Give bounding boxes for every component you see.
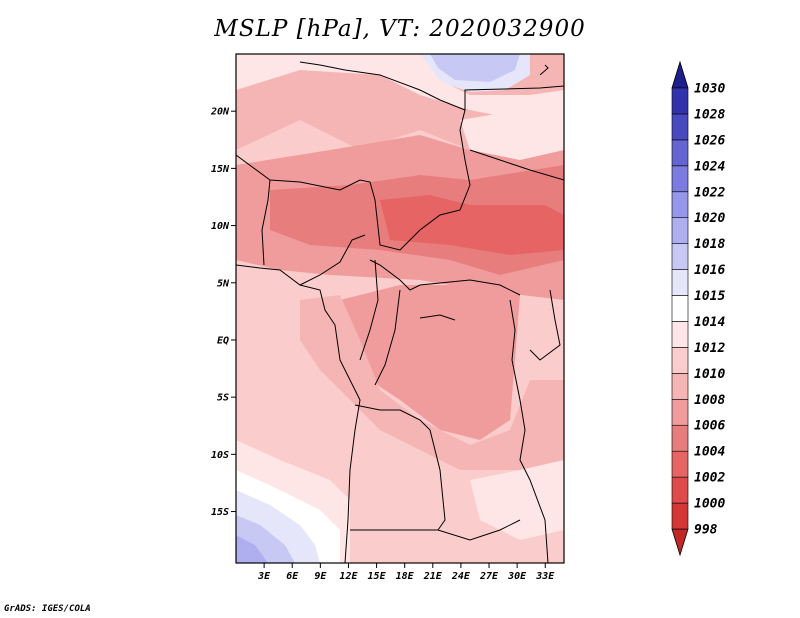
y-tick-label: 15S — [211, 507, 229, 518]
colorbar-swatch — [671, 113, 689, 141]
border-east-africa — [509, 299, 549, 563]
colorbar-level-label: 1026 — [694, 133, 725, 148]
river-congo — [419, 314, 456, 321]
colorbar-level-label: 1014 — [694, 315, 725, 330]
y-tick-label: 15N — [211, 164, 230, 175]
border-egypt-sudan — [464, 85, 564, 110]
border-niger-chad — [236, 61, 471, 251]
colorbar-swatch — [671, 295, 689, 322]
x-tick-label: 21E — [423, 571, 443, 582]
colorbar-level-label: 1028 — [694, 107, 725, 122]
coastlines-borders — [236, 61, 564, 563]
y-tick-label: 20N — [210, 107, 230, 118]
field-east-1014 — [460, 100, 564, 160]
colorbar-swatch — [671, 87, 689, 115]
border-congo-drc — [374, 289, 401, 386]
field-se-1014 — [470, 460, 564, 540]
y-tick-label: 5S — [217, 393, 229, 404]
colorbar-level-label: 998 — [694, 523, 718, 538]
y-axis: 20N 15N 10N 5N EQ 5S 10S 15S — [210, 107, 236, 518]
y-tick-label: 10S — [211, 450, 229, 461]
x-tick-label: 15E — [368, 571, 387, 582]
x-axis: 3E 6E 9E 12E 15E 18E 21E 24E 27E 30E 33E — [257, 563, 555, 582]
colorbar-level-label: 1030 — [694, 82, 725, 97]
x-tick-label: 3E — [257, 571, 271, 582]
colorbar-level-label: 1000 — [694, 497, 725, 512]
colorbar-bottom-arrow — [671, 528, 689, 557]
colorbar-level-label: 1008 — [694, 393, 725, 408]
border-cameroon-congo — [359, 259, 379, 361]
x-tick-label: 27E — [479, 571, 499, 582]
field-north-1014 — [236, 54, 564, 120]
border-sudan — [469, 149, 564, 181]
y-tick-label: 10N — [211, 221, 230, 232]
colorbar-swatch — [671, 243, 689, 270]
border-car-drc — [369, 259, 521, 296]
colorbar-swatch — [671, 139, 689, 167]
colorbar-swatch — [671, 269, 689, 296]
border-angola-drc — [354, 404, 446, 531]
colorbar-swatch — [671, 476, 689, 504]
x-tick-label: 18E — [396, 571, 415, 582]
coast-gulf-guinea — [236, 234, 366, 286]
colorbar-level-label: 1016 — [694, 263, 725, 278]
colorbar-level-label: 1018 — [694, 237, 725, 252]
field-core-1004 — [380, 195, 564, 255]
colorbar-level-label: 1002 — [694, 471, 725, 486]
field-atlantic-1020 — [236, 535, 268, 563]
chart-title: MSLP [hPa], VT: 2020032900 — [214, 16, 586, 42]
colorbar-swatch — [671, 373, 689, 400]
colorbar-swatch — [671, 165, 689, 193]
colorbar-level-label: 1020 — [694, 211, 725, 226]
x-tick-label: 12E — [339, 571, 358, 582]
colorbar-swatch — [671, 424, 689, 452]
colorbar-swatch — [671, 217, 689, 244]
coast-west-africa — [299, 284, 361, 563]
colorbar-level-label: 1022 — [694, 185, 725, 200]
mslp-field — [236, 54, 564, 563]
map-frame — [235, 53, 565, 564]
colorbar-swatch — [671, 450, 689, 478]
colorbar-swatch — [671, 398, 689, 426]
colorbar-level-label: 1006 — [694, 419, 725, 434]
x-tick-label: 9E — [314, 571, 327, 582]
colorbar-level-label: 1012 — [694, 341, 725, 356]
field-congo-1008 — [340, 285, 520, 440]
x-tick-label: 6E — [286, 571, 299, 582]
lake-victoria — [529, 289, 561, 361]
credit-text: GrADS: IGES/COLA — [4, 604, 91, 614]
colorbar-swatch — [671, 347, 689, 374]
colorbar-swatch — [671, 191, 689, 219]
colorbar-swatch — [671, 502, 689, 530]
border-angola-namibia — [350, 519, 521, 541]
colorbar-level-label: 1004 — [694, 445, 725, 460]
x-tick-label: 30E — [507, 571, 527, 582]
colorbar-swatch — [671, 321, 689, 348]
field-libya-1018 — [430, 54, 520, 82]
y-tick-label: EQ — [217, 335, 229, 346]
x-tick-label: 24E — [451, 571, 471, 582]
y-tick-label: 5N — [217, 278, 230, 289]
colorbar-level-label: 1010 — [694, 367, 725, 382]
colorbar-level-label: 1015 — [694, 289, 725, 304]
border-ghana — [261, 179, 271, 266]
colorbar-level-label: 1024 — [694, 159, 725, 174]
colorbar: 998 1000 1002 1004 1006 1008 1010 1012 1014 1015 1… — [671, 60, 725, 557]
colorbar-top-arrow — [671, 60, 689, 89]
x-tick-label: 33E — [535, 571, 555, 582]
coast-nile-delta — [539, 64, 549, 76]
